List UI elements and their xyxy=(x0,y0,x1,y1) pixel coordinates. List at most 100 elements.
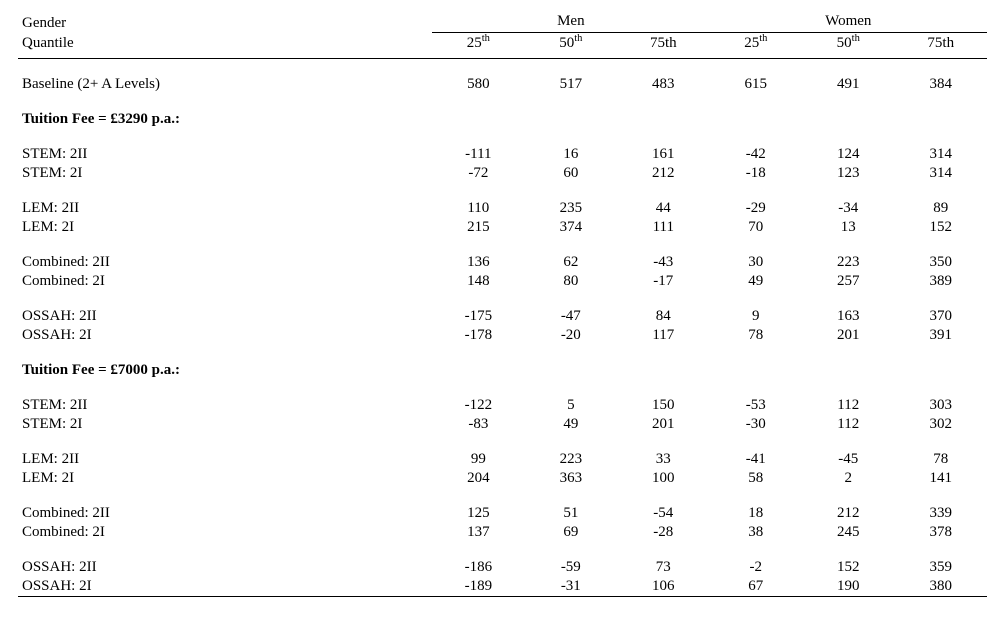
spacer-row xyxy=(18,129,987,145)
table-row: OSSAH: 2I-178-2011778201391 xyxy=(18,326,987,345)
section-heading-row: Tuition Fee = £3290 p.a.: xyxy=(18,110,987,129)
spacer-row xyxy=(18,488,987,504)
spacer-row xyxy=(18,380,987,396)
cell-value: 204 xyxy=(432,469,524,488)
cell-value: 161 xyxy=(617,145,710,164)
cell-value: -20 xyxy=(525,326,617,345)
section-heading-row: Tuition Fee = £7000 p.a.: xyxy=(18,361,987,380)
row-label: LEM: 2II xyxy=(18,199,432,218)
spacer-row xyxy=(18,67,987,75)
cell-value: 112 xyxy=(802,415,894,434)
cell-value: 350 xyxy=(894,253,987,272)
table-row: LEM: 2I2153741117013152 xyxy=(18,218,987,237)
women-q50: 50th xyxy=(802,33,894,59)
table-row: STEM: 2I-8349201-30112302 xyxy=(18,415,987,434)
cell-value: 141 xyxy=(894,469,987,488)
cell-value: 378 xyxy=(894,523,987,542)
cell-value: 89 xyxy=(894,199,987,218)
row-label: OSSAH: 2II xyxy=(18,307,432,326)
table-row: Combined: 2I13769-2838245378 xyxy=(18,523,987,542)
cell-value: -2 xyxy=(710,558,802,577)
table-row: LEM: 2II11023544-29-3489 xyxy=(18,199,987,218)
cell-value: 384 xyxy=(894,75,987,94)
cell-value: 483 xyxy=(617,75,710,94)
cell-value: 111 xyxy=(617,218,710,237)
row-label: Combined: 2I xyxy=(18,523,432,542)
table-row: OSSAH: 2II-175-47849163370 xyxy=(18,307,987,326)
cell-value: 13 xyxy=(802,218,894,237)
table-row: Combined: 2II13662-4330223350 xyxy=(18,253,987,272)
cell-value: 33 xyxy=(617,450,710,469)
table-row: STEM: 2I-7260212-18123314 xyxy=(18,164,987,183)
cell-value: 380 xyxy=(894,577,987,597)
table-row: OSSAH: 2I-189-3110667190380 xyxy=(18,577,987,597)
cell-value: -189 xyxy=(432,577,524,597)
cell-value: 152 xyxy=(894,218,987,237)
header-row-gender: Gender Men Women xyxy=(18,12,987,33)
row-label: STEM: 2II xyxy=(18,145,432,164)
cell-value: 136 xyxy=(432,253,524,272)
row-label: LEM: 2II xyxy=(18,450,432,469)
table-row: Combined: 2I14880-1749257389 xyxy=(18,272,987,291)
cell-value: 223 xyxy=(525,450,617,469)
row-label: OSSAH: 2I xyxy=(18,326,432,345)
cell-value: -83 xyxy=(432,415,524,434)
cell-value: 370 xyxy=(894,307,987,326)
cell-value: 2 xyxy=(802,469,894,488)
spacer-row xyxy=(18,542,987,558)
cell-value: 517 xyxy=(525,75,617,94)
cell-value: 60 xyxy=(525,164,617,183)
row-label: Combined: 2I xyxy=(18,272,432,291)
spacer-row xyxy=(18,94,987,110)
cell-value: -122 xyxy=(432,396,524,415)
cell-value: 106 xyxy=(617,577,710,597)
cell-value: -31 xyxy=(525,577,617,597)
cell-value: 257 xyxy=(802,272,894,291)
cell-value: 201 xyxy=(802,326,894,345)
cell-value: 359 xyxy=(894,558,987,577)
men-header: Men xyxy=(432,12,709,33)
table-body: Baseline (2+ A Levels)580517483615491384… xyxy=(18,59,987,598)
spacer-row xyxy=(18,345,987,361)
cell-value: 303 xyxy=(894,396,987,415)
cell-value: 190 xyxy=(802,577,894,597)
cell-value: 110 xyxy=(432,199,524,218)
cell-value: 212 xyxy=(802,504,894,523)
cell-value: 339 xyxy=(894,504,987,523)
cell-value: 148 xyxy=(432,272,524,291)
cell-value: -54 xyxy=(617,504,710,523)
cell-value: 49 xyxy=(525,415,617,434)
cell-value: 389 xyxy=(894,272,987,291)
cell-value: 314 xyxy=(894,145,987,164)
men-q50: 50th xyxy=(525,33,617,59)
cell-value: 223 xyxy=(802,253,894,272)
cell-value: 137 xyxy=(432,523,524,542)
cell-value: 615 xyxy=(710,75,802,94)
row-label: LEM: 2I xyxy=(18,469,432,488)
cell-value: 112 xyxy=(802,396,894,415)
table-row: STEM: 2II-1225150-53112303 xyxy=(18,396,987,415)
cell-value: -42 xyxy=(710,145,802,164)
cell-value: -72 xyxy=(432,164,524,183)
row-label: Combined: 2II xyxy=(18,504,432,523)
cell-value: -178 xyxy=(432,326,524,345)
cell-value: -30 xyxy=(710,415,802,434)
section-heading: Tuition Fee = £7000 p.a.: xyxy=(18,361,987,380)
cell-value: 51 xyxy=(525,504,617,523)
cell-value: 58 xyxy=(710,469,802,488)
table-row: OSSAH: 2II-186-5973-2152359 xyxy=(18,558,987,577)
cell-value: 391 xyxy=(894,326,987,345)
cell-value: 163 xyxy=(802,307,894,326)
cell-value: 78 xyxy=(894,450,987,469)
spacer-row xyxy=(18,183,987,199)
cell-value: 44 xyxy=(617,199,710,218)
cell-value: 9 xyxy=(710,307,802,326)
cell-value: 62 xyxy=(525,253,617,272)
cell-value: 80 xyxy=(525,272,617,291)
cell-value: 117 xyxy=(617,326,710,345)
cell-value: 99 xyxy=(432,450,524,469)
cell-value: 16 xyxy=(525,145,617,164)
cell-value: -17 xyxy=(617,272,710,291)
cell-value: 78 xyxy=(710,326,802,345)
table-row: STEM: 2II-11116161-42124314 xyxy=(18,145,987,164)
